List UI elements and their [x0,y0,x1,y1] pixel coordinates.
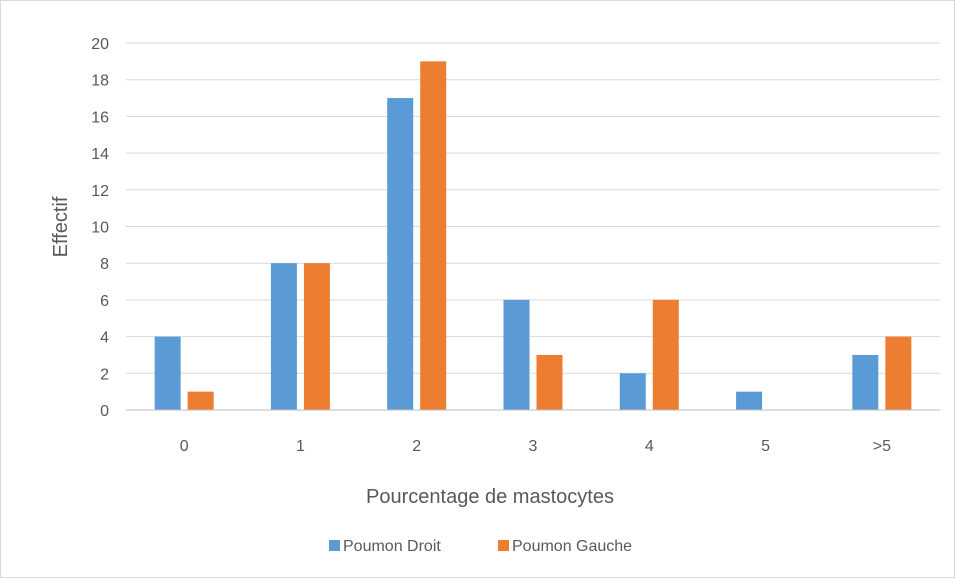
y-tick-label: 16 [91,109,109,126]
y-tick-label: 2 [100,366,109,383]
legend-swatch [498,540,509,551]
bar-poumon-droit [736,391,763,410]
bar-poumon-gauche [303,263,330,410]
bar-poumon-droit [619,373,646,410]
bar-poumon-gauche [420,61,447,410]
bar-poumon-gauche [187,391,214,410]
y-tick-label: 14 [91,146,109,163]
bar-poumon-gauche [536,354,563,410]
y-tick-label: 18 [91,73,109,90]
x-tick-label: 0 [180,438,189,455]
bar-poumon-gauche [652,299,679,410]
bar-poumon-droit [852,354,879,410]
bar-poumon-gauche [885,336,912,410]
x-tick-label: 1 [296,438,305,455]
x-tick-label: 2 [412,438,421,455]
bars [154,61,912,411]
x-tick-label: 5 [761,438,770,455]
x-tick-label: >5 [873,438,891,455]
bar-poumon-droit [503,299,530,410]
x-axis-title: Pourcentage de mastocytes [366,486,614,508]
y-tick-label: 10 [91,220,109,237]
y-tick-label: 6 [100,293,109,310]
x-tick-label: 3 [529,438,538,455]
legend-label: Poumon Droit [343,538,441,555]
y-tick-label: 0 [100,403,109,420]
gridlines [126,42,940,374]
x-tick-label: 4 [645,438,654,455]
y-tick-label: 8 [100,256,109,273]
legend-swatch [329,540,340,551]
legend: Poumon Droit Poumon Gauche [329,538,632,555]
y-tick-label: 20 [91,36,109,53]
y-tick-label: 4 [100,330,109,347]
bar-poumon-droit [154,336,181,410]
legend-label: Poumon Gauche [512,538,632,555]
y-tick-label: 12 [91,183,109,200]
bar-poumon-droit [270,263,297,410]
y-axis-title: Effectif [50,196,72,257]
bar-poumon-droit [387,98,414,411]
